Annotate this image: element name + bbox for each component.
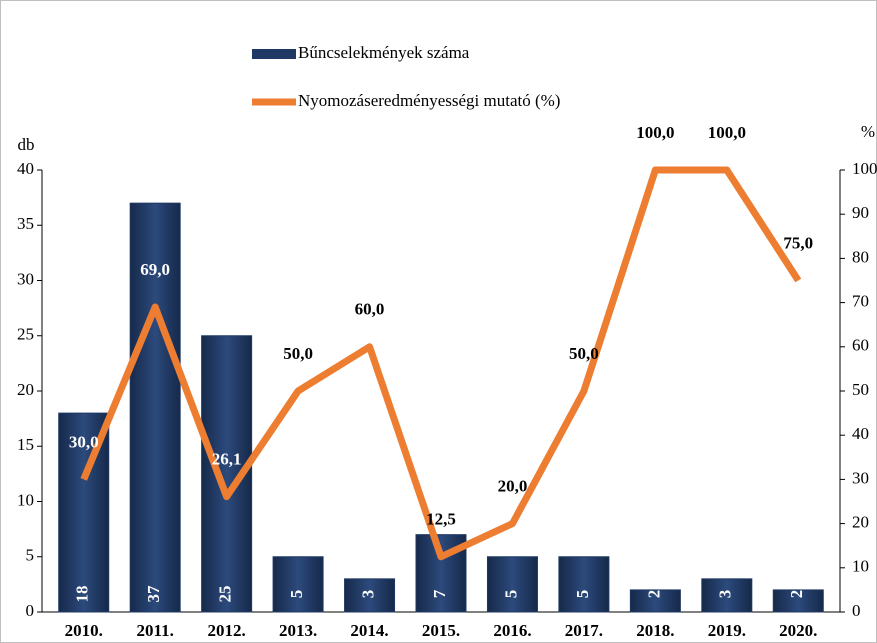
bar-value-label: 5 [501,590,520,599]
x-tick-label: 2010. [65,621,103,640]
line-value-label: 12,5 [426,510,456,529]
bar [701,578,753,613]
y2-tick-label: 90 [852,203,869,222]
y-tick-label: 25 [17,325,34,344]
y2-tick-label: 30 [852,468,869,487]
y2-axis-title: % [861,122,875,141]
y2-tick-label: 50 [852,380,869,399]
x-tick-label: 2011. [137,621,174,640]
line-value-label: 30,0 [69,432,99,451]
x-tick-label: 2020. [779,621,817,640]
x-tick-label: 2018. [636,621,674,640]
y-tick-label: 35 [17,214,34,233]
x-tick-label: 2017. [565,621,603,640]
line-value-label: 75,0 [783,233,813,252]
bar [772,589,824,613]
line-value-label: 50,0 [569,344,599,363]
y2-tick-label: 10 [852,557,869,576]
bar-value-label: 25 [216,586,235,603]
x-tick-label: 2014. [350,621,388,640]
y-tick-label: 20 [17,380,34,399]
legend-swatch [252,49,296,59]
line [80,166,802,561]
bar-value-label: 3 [716,590,735,599]
x-tick-label: 2019. [708,621,746,640]
bar-value-label: 7 [430,589,449,598]
x-tick-label: 2013. [279,621,317,640]
y2-tick-label: 100 [852,159,877,178]
bar-value-label: 5 [573,590,592,599]
line-value-label: 100,0 [708,123,746,142]
y2-tick-label: 40 [852,424,869,443]
legend-label: Nyomozáseredményességi mutató (%) [298,91,560,110]
y-tick-label: 10 [17,490,34,509]
bar-value-label: 37 [144,585,163,603]
bar-value-label: 18 [73,586,92,603]
line-value-label: 100,0 [636,123,674,142]
bar [272,556,324,613]
bar [344,578,396,613]
x-tick-label: 2012. [208,621,246,640]
y2-tick-label: 80 [852,247,869,266]
y-tick-label: 30 [17,269,34,288]
bar [486,556,538,613]
y-axis-title: db [18,135,35,154]
bar-value-label: 5 [287,590,306,599]
bar [629,589,681,613]
bar [558,556,610,613]
y2-tick-label: 60 [852,336,869,355]
bar [129,202,181,613]
y-tick-label: 5 [26,546,35,565]
line-value-label: 20,0 [498,477,528,496]
bar-value-label: 2 [787,590,806,599]
line-value-label: 69,0 [140,260,170,279]
line-value-label: 50,0 [283,344,313,363]
bar-value-label: 2 [644,590,663,599]
y2-tick-label: 70 [852,292,869,311]
y2-tick-label: 20 [852,513,869,532]
line-value-label: 26,1 [212,450,242,469]
x-tick-label: 2015. [422,621,460,640]
x-tick-label: 2016. [493,621,531,640]
y-tick-label: 0 [26,601,35,620]
line-value-label: 60,0 [355,300,385,319]
y-tick-label: 15 [17,435,34,454]
y-tick-label: 40 [17,159,34,178]
bar-value-label: 3 [358,590,377,599]
y2-tick-label: 0 [852,601,861,620]
legend-label: Bűncselekmények száma [298,43,470,62]
